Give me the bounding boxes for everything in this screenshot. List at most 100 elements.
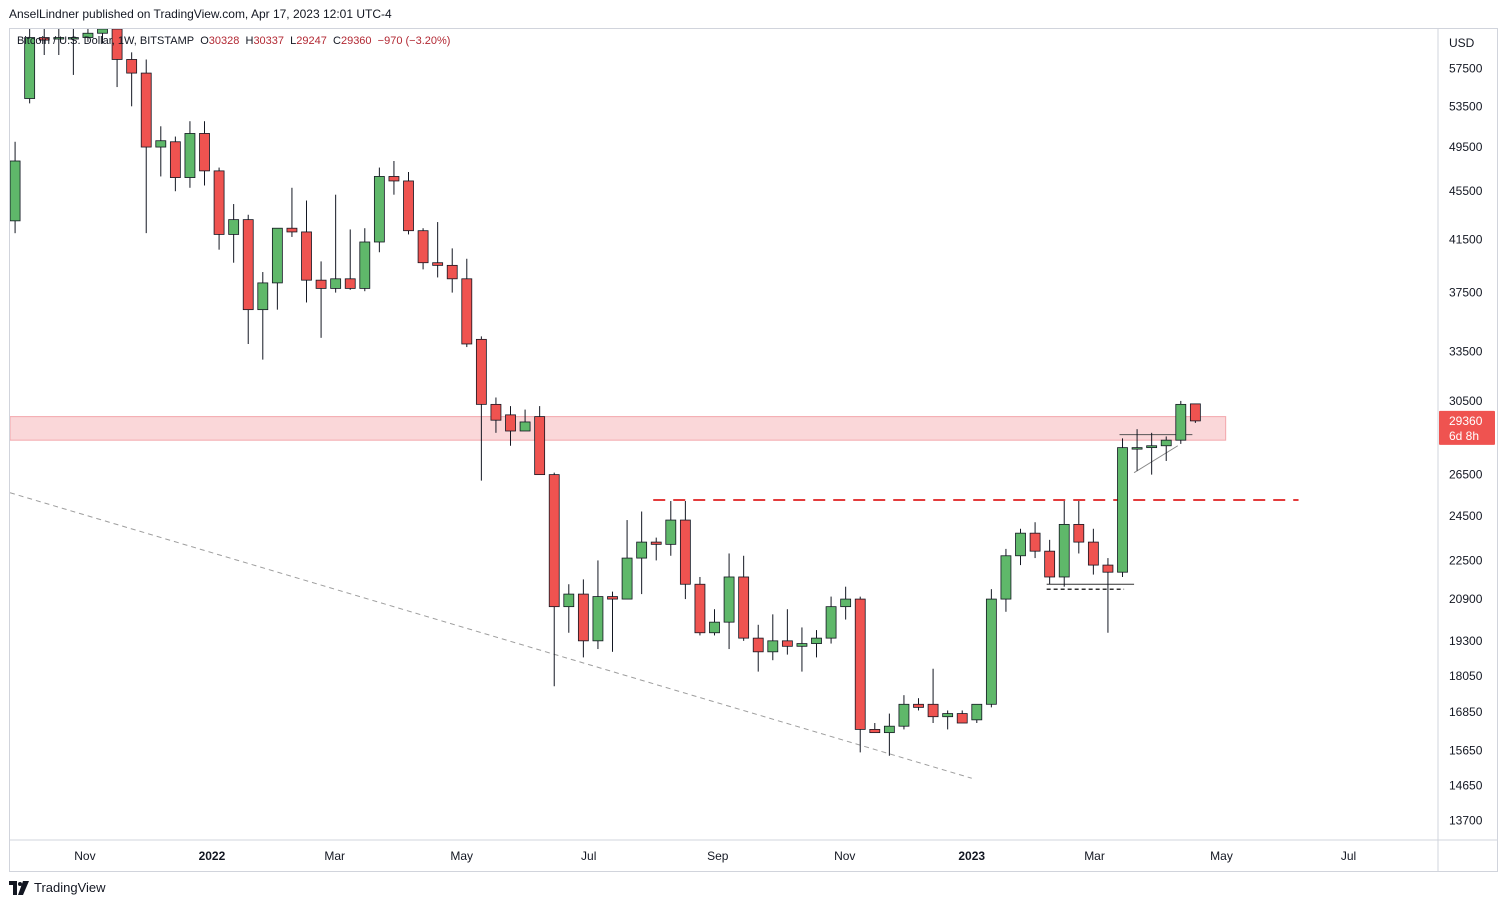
y-tick-label: 53500 [1449, 99, 1483, 113]
candle-body [1160, 439, 1172, 447]
candle-body [752, 637, 764, 653]
y-tick-label: 24500 [1449, 509, 1483, 523]
candle [548, 472, 560, 687]
candle-body [1044, 550, 1056, 578]
candle [767, 614, 779, 661]
candle [1131, 429, 1143, 471]
candle [825, 596, 837, 644]
candle-body [840, 598, 852, 608]
candle-body [271, 227, 283, 284]
candles-layer [10, 29, 1201, 756]
candle [1029, 522, 1041, 559]
candle [1015, 528, 1026, 566]
candle-body [111, 29, 123, 60]
candle-body [388, 176, 400, 182]
candle [199, 121, 210, 186]
change-value: −970 (−3.20%) [377, 35, 451, 47]
y-tick-label: 19300 [1449, 634, 1483, 648]
candle-body [694, 583, 706, 634]
candle [213, 167, 225, 250]
y-tick-label: 33500 [1449, 345, 1483, 359]
candle-body [679, 519, 691, 585]
current-price-tag [1439, 410, 1495, 445]
candle [1117, 438, 1128, 577]
candle [388, 160, 400, 195]
candle-body [1189, 403, 1201, 422]
candle-body [315, 279, 327, 289]
support-zone-layer [10, 416, 1227, 441]
candle-body [286, 227, 298, 233]
candle-body [592, 596, 604, 642]
candle [679, 500, 691, 600]
candle [169, 136, 181, 192]
candle [82, 29, 94, 42]
candle [140, 59, 152, 234]
footer-brand[interactable]: TradingView [9, 880, 106, 895]
candle-body [927, 703, 939, 718]
candle-body [1146, 445, 1158, 449]
candle [985, 589, 997, 708]
candle-body [548, 474, 560, 608]
candle-body [767, 640, 779, 653]
candle [1044, 539, 1056, 585]
candle-body [475, 338, 487, 405]
candle-body [359, 241, 371, 289]
candle [650, 537, 662, 561]
candle [869, 723, 881, 734]
candle-body [796, 643, 808, 647]
candle-body [956, 713, 968, 724]
candle [534, 406, 546, 476]
y-tick-label: 20900 [1449, 592, 1483, 606]
y-tick-label: 45500 [1449, 184, 1483, 198]
candle-body [985, 598, 997, 705]
candle-body [665, 519, 677, 545]
chart-frame [9, 28, 1498, 872]
candle-body [1058, 523, 1070, 578]
close-value: 29360 [340, 35, 372, 47]
candle [752, 624, 764, 672]
candle-body [883, 725, 895, 734]
high-label: H [245, 35, 254, 47]
candle [417, 228, 429, 270]
candle-body [432, 262, 444, 266]
x-tick-label: Nov [834, 849, 855, 863]
candle [403, 171, 414, 235]
candle-body [1131, 447, 1143, 450]
candle [607, 591, 618, 652]
candle [519, 409, 531, 432]
symbol-name: Bitcoin / U.S. Dollar, 1W, BITSTAMP [17, 35, 195, 47]
footer-brand-text: TradingView [34, 880, 106, 895]
symbol-legend[interactable]: Bitcoin / U.S. Dollar, 1W, BITSTAMP O303… [17, 35, 450, 47]
candle [898, 695, 910, 730]
candle [883, 713, 895, 756]
candle-body [373, 176, 385, 243]
candle [490, 397, 502, 433]
candle-body [709, 621, 720, 634]
candle [913, 698, 924, 711]
candle [1000, 548, 1012, 612]
candle [10, 141, 21, 234]
candle [257, 272, 269, 360]
candle [301, 200, 312, 303]
candle [242, 214, 254, 344]
candle-body [67, 37, 79, 40]
x-tick-label: Jul [581, 849, 596, 863]
candle-body [650, 541, 662, 545]
candle [723, 553, 735, 650]
candle [126, 52, 138, 107]
candle-body [738, 576, 750, 639]
candle [359, 228, 371, 292]
low-value: 29247 [296, 35, 327, 47]
candle-body [97, 29, 108, 34]
candle [796, 627, 808, 672]
candle-body [38, 37, 50, 41]
candle-body [403, 180, 414, 232]
candle-body [344, 278, 356, 289]
candle [811, 630, 822, 658]
x-tick-label: Nov [74, 849, 95, 863]
y-tick-label: 41500 [1449, 232, 1483, 246]
y-tick-label: 30500 [1449, 394, 1483, 408]
x-tick-label: Mar [1084, 849, 1105, 863]
candle [1102, 558, 1114, 633]
